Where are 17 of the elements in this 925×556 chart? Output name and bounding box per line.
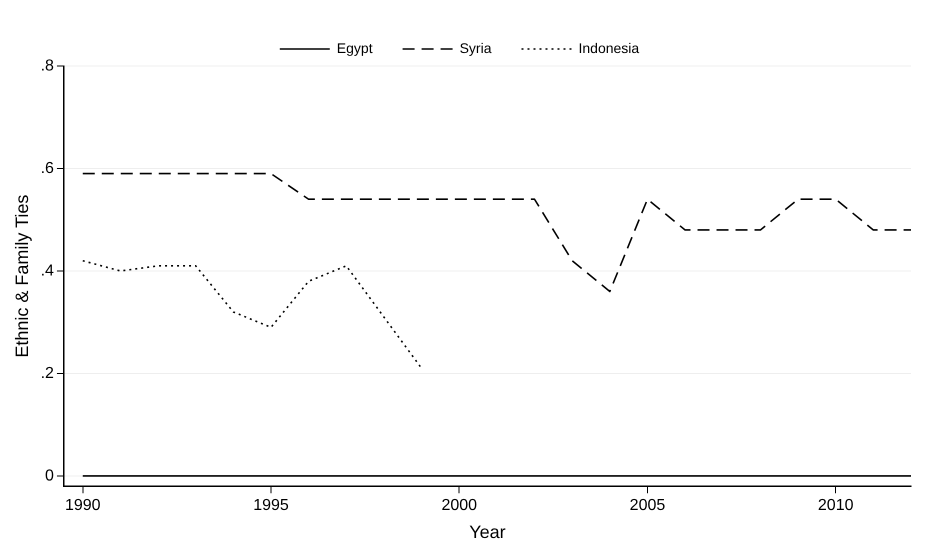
y-tick-label: .2 xyxy=(40,364,54,382)
line-series xyxy=(82,172,911,292)
y-axis-title: Ethnic & Family Ties xyxy=(12,194,32,358)
y-tick-label: 0 xyxy=(45,467,54,484)
legend-label: Egypt xyxy=(336,40,373,56)
legend-label: Indonesia xyxy=(578,40,640,56)
x-tick-label: 2000 xyxy=(441,497,478,514)
y-tick-label: .6 xyxy=(40,160,54,177)
y-tick-label: .8 xyxy=(40,57,54,74)
x-tick-label: 1995 xyxy=(253,497,289,514)
y-tick-label: .4 xyxy=(40,262,54,280)
legend-label: Syria xyxy=(460,40,492,56)
x-tick-label: 1990 xyxy=(64,497,101,514)
x-axis-title: Year xyxy=(469,522,506,542)
x-tick-label: 2005 xyxy=(630,497,666,514)
x-tick-label: 2010 xyxy=(818,497,854,514)
line-series xyxy=(82,260,422,370)
